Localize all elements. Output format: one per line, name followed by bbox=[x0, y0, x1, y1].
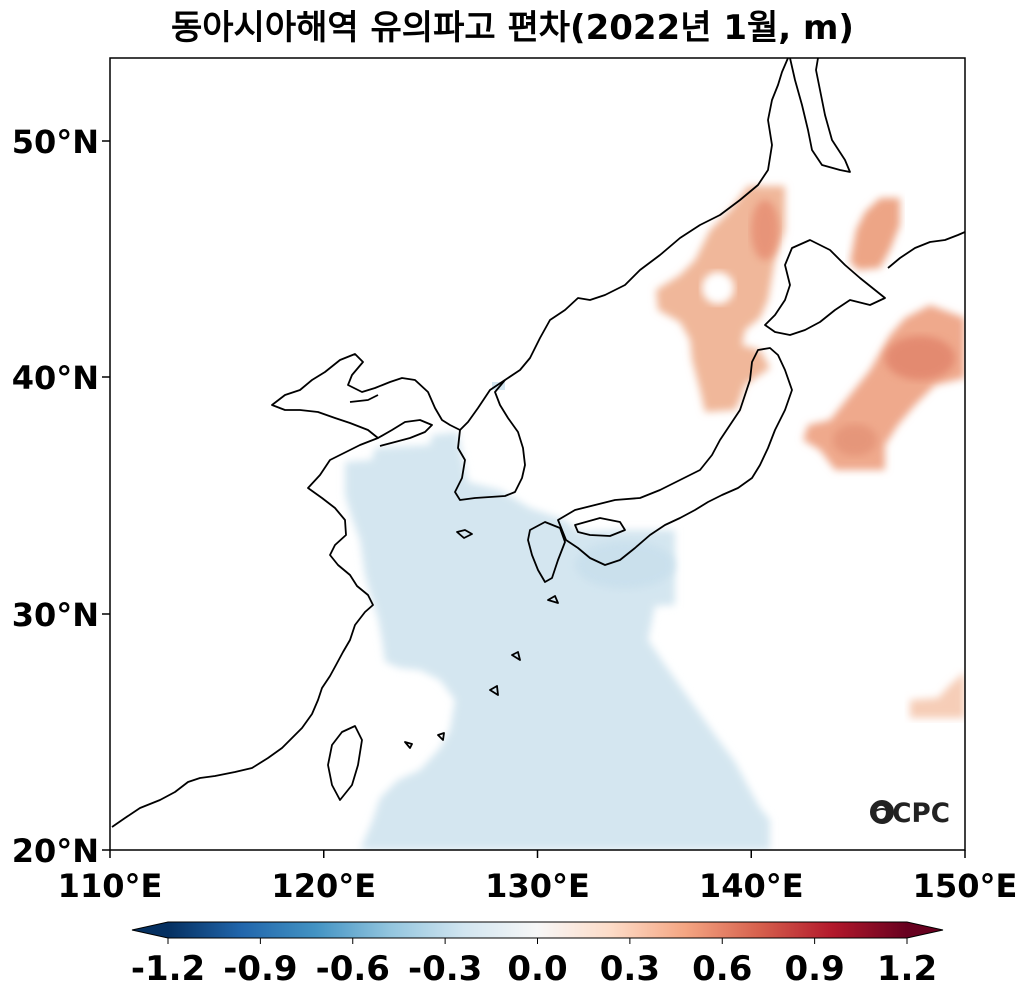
colorbar-tick-label: -0.6 bbox=[316, 949, 390, 989]
colorbar-ticks: -1.2 -0.9 -0.6 -0.3 0.0 0.3 0.6 0.9 1.2 bbox=[131, 938, 937, 989]
small-island-1 bbox=[456, 529, 473, 539]
colorbar-tick-label: -1.2 bbox=[131, 949, 205, 989]
positive-anomaly-southeast bbox=[910, 672, 965, 718]
hokkaido bbox=[764, 239, 886, 336]
colorbar-tick-label: 0.9 bbox=[785, 949, 845, 989]
ocpc-logo-text: OCPC bbox=[870, 798, 950, 829]
shandong-peninsula bbox=[377, 419, 433, 447]
lon-label: 140°E bbox=[699, 867, 804, 905]
kyushu bbox=[527, 521, 566, 583]
lon-labels: 110°E 120°E 130°E 140°E 150°E bbox=[58, 867, 1018, 905]
korean-peninsula bbox=[454, 379, 526, 501]
colorbar-tick-label: 0.6 bbox=[692, 949, 752, 989]
shikoku bbox=[574, 517, 626, 537]
negative-anomaly-region bbox=[345, 432, 770, 850]
ocpc-logo-icon bbox=[870, 800, 894, 824]
kuril-islands bbox=[887, 231, 965, 269]
colorbar-tick-label: 0.0 bbox=[507, 949, 567, 989]
honshu bbox=[557, 347, 793, 566]
lon-label: 110°E bbox=[58, 867, 163, 905]
colorbar bbox=[131, 921, 944, 939]
lat-label: 20°N bbox=[12, 832, 99, 870]
lon-label: 150°E bbox=[913, 867, 1018, 905]
anomaly-field bbox=[345, 186, 965, 850]
lat-labels: 20°N 30°N 40°N 50°N bbox=[12, 123, 99, 870]
positive-anomaly-hole bbox=[702, 272, 734, 304]
positive-anomaly-nw-pacific bbox=[803, 305, 965, 470]
negative-anomaly-core bbox=[575, 541, 675, 589]
colorbar-tick-label: -0.3 bbox=[408, 949, 482, 989]
lat-label: 40°N bbox=[12, 359, 99, 397]
colorbar-tick-label: -0.9 bbox=[223, 949, 297, 989]
lat-label: 50°N bbox=[12, 123, 99, 161]
colorbar-extend-low bbox=[132, 922, 168, 938]
positive-anomaly-okhotsk bbox=[850, 198, 900, 270]
taiwan bbox=[327, 725, 363, 801]
colorbar-tick-label: 0.3 bbox=[600, 949, 660, 989]
colorbar-gradient bbox=[168, 922, 907, 938]
sakhalin bbox=[789, 58, 851, 173]
liaodong-peninsula bbox=[349, 394, 379, 403]
positive-anomaly-core-nw-pacific bbox=[885, 336, 955, 380]
axis-ticks bbox=[102, 140, 966, 858]
colorbar-extend-high bbox=[907, 922, 943, 938]
lon-label: 130°E bbox=[485, 867, 590, 905]
mainland-coast bbox=[111, 58, 789, 828]
ryukyu-islands bbox=[404, 595, 559, 749]
colorbar-tick-label: 1.2 bbox=[877, 949, 937, 989]
positive-anomaly-core-sea-of-japan bbox=[751, 200, 779, 260]
ocpc-logo: OCPC bbox=[870, 798, 950, 829]
positive-anomaly-core-south bbox=[833, 424, 877, 456]
lat-label: 30°N bbox=[12, 596, 99, 634]
map-title: 동아시아해역 유의파고 편차(2022년 1월, m) bbox=[171, 8, 854, 48]
coastlines bbox=[111, 58, 965, 828]
lon-label: 120°E bbox=[271, 867, 376, 905]
